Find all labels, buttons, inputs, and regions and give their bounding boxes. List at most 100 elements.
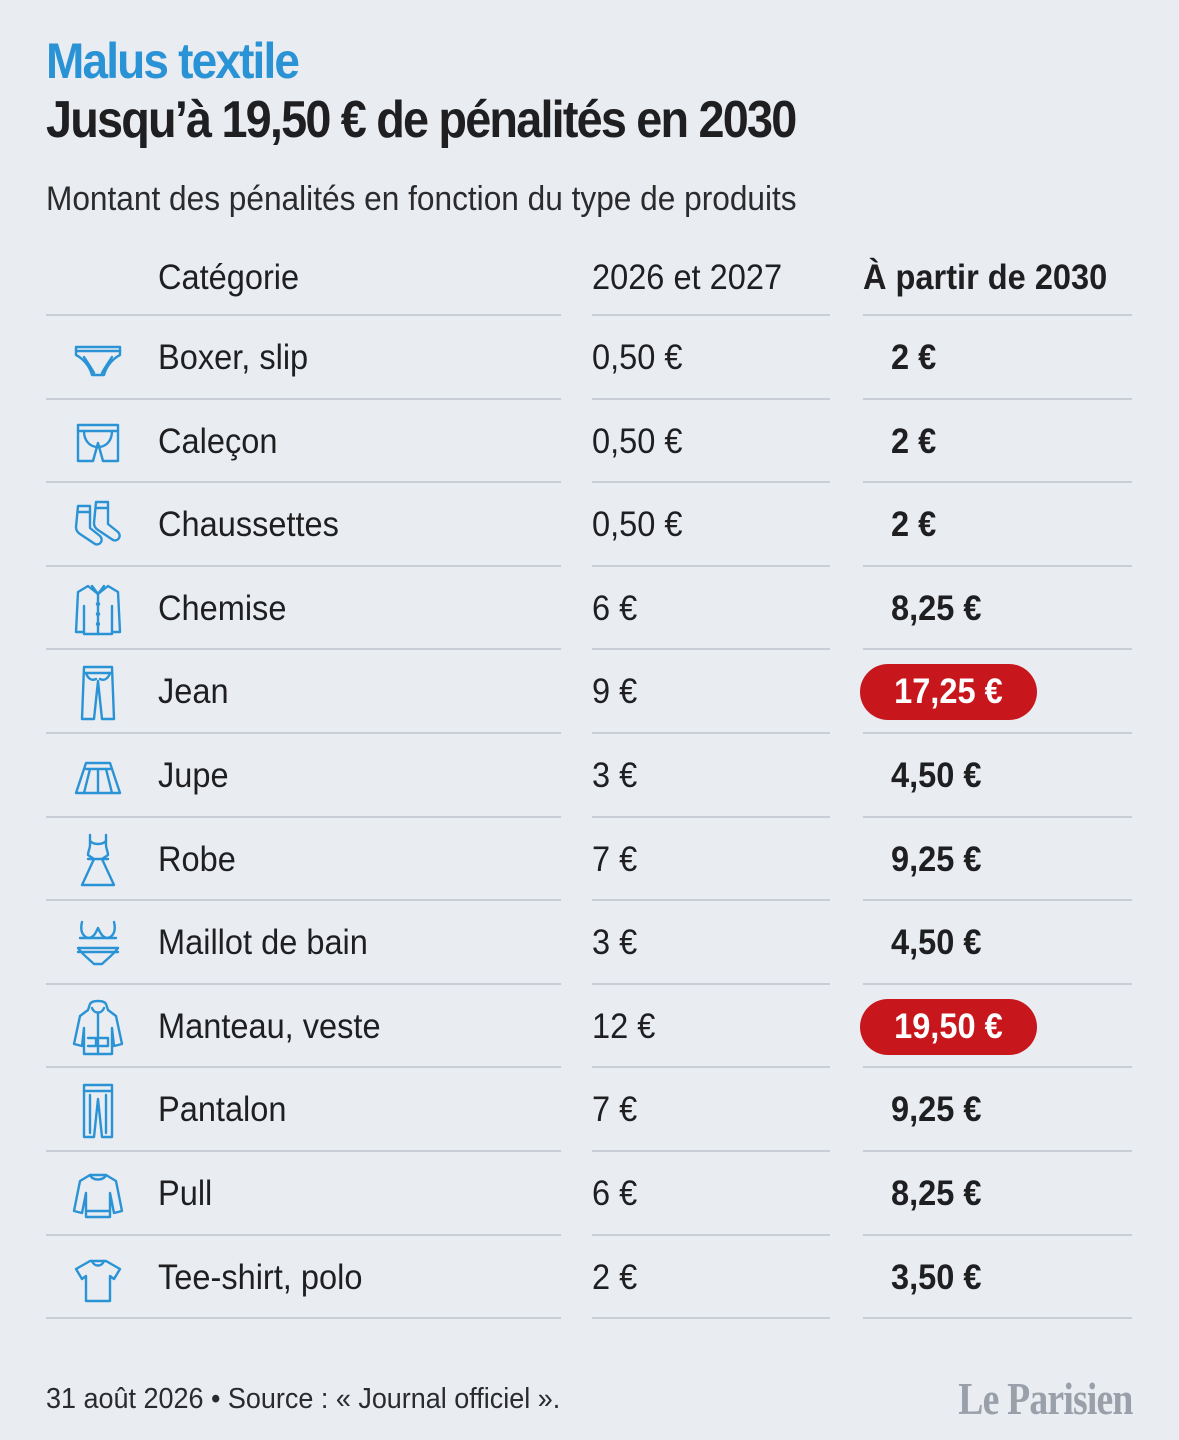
row-divider	[592, 816, 830, 818]
table-row: Boxer, slip 0,50 € 2 €	[0, 318, 1179, 401]
row-divider	[863, 1066, 1132, 1068]
value-2026-2027: 12 €	[592, 1006, 656, 1046]
row-divider	[46, 983, 561, 985]
value-2026-2027: 3 €	[592, 923, 638, 963]
row-divider	[863, 565, 1132, 567]
coat-icon	[70, 997, 126, 1059]
category-label: Pull	[158, 1174, 213, 1213]
skirt-icon	[70, 746, 126, 808]
value-2030: 3,50 €	[891, 1257, 982, 1297]
row-divider	[863, 314, 1132, 316]
category-label: Pantalon	[158, 1090, 287, 1130]
chart-subtitle: Montant des pénalités en fonction du typ…	[46, 180, 797, 218]
table-row: Chemise 6 € 8,25 €	[0, 569, 1179, 652]
row-divider	[863, 1150, 1132, 1152]
value-2026-2027: 0,50 €	[592, 421, 683, 461]
table-row: Robe 7 € 9,25 €	[0, 820, 1179, 903]
row-divider	[46, 899, 561, 901]
table-row: Maillot de bain 3 € 4,50 €	[0, 903, 1179, 986]
value-2030: 4,50 €	[891, 756, 982, 795]
le-parisien-logo: Le Parisien	[958, 1373, 1134, 1424]
briefs-icon	[70, 328, 126, 390]
row-divider	[592, 1066, 830, 1068]
column-header-2030: À partir de 2030	[863, 258, 1108, 297]
row-divider	[592, 398, 830, 400]
category-label: Maillot de bain	[158, 923, 368, 963]
row-divider	[863, 983, 1132, 985]
row-divider	[46, 398, 561, 400]
value-2030: 9,25 €	[891, 1090, 982, 1130]
table-row: Chaussettes 0,50 € 2 €	[0, 485, 1179, 568]
table-row: Pantalon 7 € 9,25 €	[0, 1070, 1179, 1153]
socks-icon	[70, 495, 126, 557]
row-divider	[863, 481, 1132, 483]
row-divider	[592, 648, 830, 650]
bikini-icon	[70, 913, 126, 975]
category-label: Boxer, slip	[158, 338, 309, 377]
row-divider	[46, 1317, 561, 1319]
value-2026-2027: 2 €	[592, 1257, 638, 1297]
category-label: Tee-shirt, polo	[158, 1257, 363, 1297]
category-label: Jean	[158, 672, 229, 712]
value-2030: 8,25 €	[891, 588, 982, 628]
row-divider	[592, 1234, 830, 1236]
category-label: Manteau, veste	[158, 1006, 381, 1046]
row-divider	[46, 481, 561, 483]
category-label: Jupe	[158, 756, 229, 795]
table-row: Jean 9 € 17,25 €	[0, 652, 1179, 735]
kicker: Malus textile	[46, 33, 300, 89]
row-divider	[46, 648, 561, 650]
row-divider	[863, 732, 1132, 734]
boxer-shorts-icon	[70, 412, 126, 474]
trousers-icon	[70, 1080, 126, 1142]
row-divider	[592, 481, 830, 483]
row-divider	[863, 648, 1132, 650]
row-divider	[592, 899, 830, 901]
row-divider	[863, 816, 1132, 818]
jeans-icon	[70, 662, 126, 724]
value-2026-2027: 9 €	[592, 672, 638, 712]
row-divider	[46, 1066, 561, 1068]
tshirt-icon	[70, 1248, 126, 1310]
table-row: Tee-shirt, polo 2 € 3,50 €	[0, 1238, 1179, 1321]
chart-title: Jusqu’à 19,50 € de pénalités en 2030	[46, 91, 797, 149]
row-divider	[863, 398, 1132, 400]
row-divider	[46, 816, 561, 818]
source-note: 31 août 2026 • Source : « Journal offici…	[46, 1383, 561, 1415]
category-label: Chaussettes	[158, 505, 339, 545]
category-label: Caleçon	[158, 421, 278, 461]
sweater-icon	[70, 1164, 126, 1226]
row-divider	[46, 732, 561, 734]
row-divider	[592, 983, 830, 985]
value-2030: 2 €	[891, 338, 937, 377]
value-2030-highlighted: 19,50 €	[860, 998, 1037, 1055]
table-row: Jupe 3 € 4,50 €	[0, 736, 1179, 819]
row-divider	[592, 565, 830, 567]
value-2026-2027: 6 €	[592, 1174, 638, 1213]
table-row: Caleçon 0,50 € 2 €	[0, 402, 1179, 485]
value-2026-2027: 7 €	[592, 1090, 638, 1130]
value-2030-text: 17,25 €	[894, 672, 1003, 712]
value-2026-2027: 0,50 €	[592, 338, 683, 377]
value-2026-2027: 7 €	[592, 839, 638, 879]
table-row: Manteau, veste 12 € 19,50 €	[0, 987, 1179, 1070]
value-2030-text: 19,50 €	[894, 1006, 1003, 1046]
dress-icon	[70, 830, 126, 892]
row-divider	[863, 899, 1132, 901]
shirt-icon	[70, 579, 126, 641]
value-2026-2027: 3 €	[592, 756, 638, 795]
category-label: Chemise	[158, 588, 287, 628]
row-divider	[46, 1150, 561, 1152]
row-divider	[46, 1234, 561, 1236]
row-divider	[46, 314, 561, 316]
value-2030: 2 €	[891, 421, 937, 461]
row-divider	[592, 1317, 830, 1319]
column-header-2026-2027: 2026 et 2027	[592, 258, 783, 297]
value-2026-2027: 6 €	[592, 588, 638, 628]
value-2030: 8,25 €	[891, 1174, 982, 1213]
row-divider	[592, 1150, 830, 1152]
value-2030: 4,50 €	[891, 923, 982, 963]
value-2026-2027: 0,50 €	[592, 505, 683, 545]
category-label: Robe	[158, 839, 236, 879]
row-divider	[46, 565, 561, 567]
